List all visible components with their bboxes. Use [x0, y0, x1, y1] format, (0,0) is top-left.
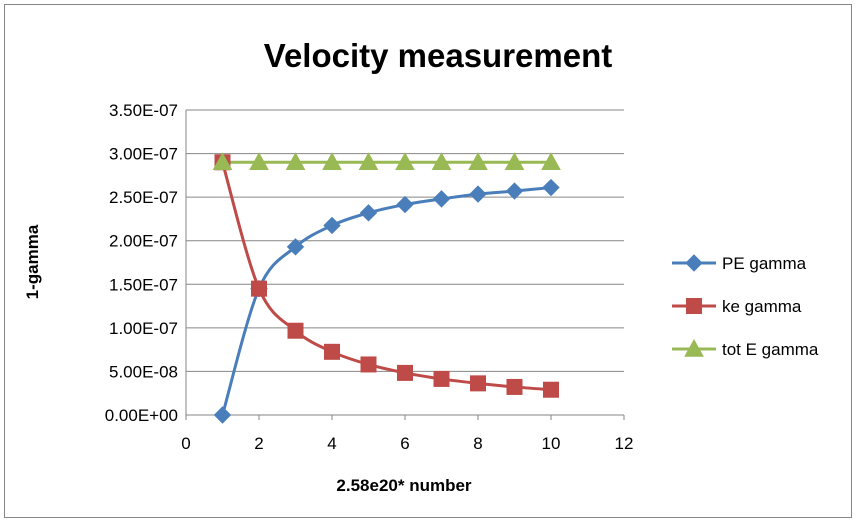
data-point-pe-gamma [396, 195, 414, 214]
data-point-tot-e-gamma [395, 152, 415, 170]
data-point-ke-gamma [470, 375, 486, 392]
x-tick-label: 6 [400, 434, 409, 453]
legend-label: ke gamma [722, 297, 802, 316]
data-point-pe-gamma [213, 406, 232, 424]
data-point-pe-gamma [505, 182, 524, 200]
x-tick-label: 4 [327, 434, 336, 453]
data-point-ke-gamma [433, 370, 450, 387]
data-point-pe-gamma [469, 185, 487, 203]
data-point-tot-e-gamma [431, 152, 452, 170]
legend-marker-ke-gamma [686, 298, 702, 314]
series-markers [212, 152, 561, 424]
data-point-ke-gamma [251, 280, 267, 297]
data-point-pe-gamma [542, 178, 560, 197]
x-tick-label: 2 [254, 434, 263, 453]
data-point-tot-e-gamma [322, 152, 342, 170]
y-tick-label: 2.00E-07 [109, 232, 178, 251]
legend-label: PE gamma [722, 254, 807, 273]
data-point-pe-gamma [286, 238, 305, 256]
data-point-tot-e-gamma [249, 152, 269, 170]
data-point-tot-e-gamma [358, 152, 379, 170]
data-point-pe-gamma [432, 190, 451, 208]
data-point-ke-gamma [324, 343, 340, 360]
chart-area [4, 4, 852, 518]
series-line-ke-gamma [221, 161, 552, 392]
x-tick-label: 10 [542, 434, 561, 453]
legend-item-tot-e-gamma: tot E gamma [672, 338, 819, 359]
legend-marker-pe-gamma [685, 254, 703, 272]
chart-title: Velocity measurement [264, 37, 613, 74]
data-point-pe-gamma [359, 204, 378, 222]
series-lines [221, 160, 552, 416]
data-point-tot-e-gamma [285, 152, 306, 170]
y-tick-label: 3.00E-07 [109, 145, 178, 164]
data-point-tot-e-gamma [504, 152, 525, 170]
axes [185, 110, 625, 420]
data-point-tot-e-gamma [468, 152, 488, 170]
y-tick-label: 1.50E-07 [109, 275, 178, 294]
y-tick-label: 2.50E-07 [109, 188, 178, 207]
x-axis-tick-labels: 0 2 4 6 8 10 12 [181, 434, 633, 453]
data-point-tot-e-gamma [541, 152, 561, 170]
data-point-ke-gamma [397, 364, 413, 381]
data-point-ke-gamma [543, 381, 559, 398]
data-point-ke-gamma [287, 322, 304, 339]
y-axis-label: 1-gamma [23, 224, 42, 299]
y-tick-label: 5.00E-08 [109, 362, 178, 381]
legend-label: tot E gamma [722, 340, 819, 359]
gridlines [186, 109, 624, 372]
x-tick-label: 0 [181, 434, 190, 453]
y-axis-tick-labels: 0.00E+00 5.00E-08 1.00E-07 1.50E-07 2.00E-07… [105, 101, 178, 425]
legend-marker-tot-e-gamma [684, 338, 704, 357]
data-point-pe-gamma [323, 216, 341, 235]
y-tick-label: 3.50E-07 [109, 101, 178, 120]
legend: PE gamma ke gamma tot E gamma [672, 254, 819, 359]
y-tick-label: 1.00E-07 [109, 319, 178, 338]
x-tick-label: 12 [615, 434, 634, 453]
data-point-ke-gamma [506, 378, 523, 395]
series-line-pe-gamma [221, 186, 552, 416]
data-point-ke-gamma [360, 356, 377, 373]
x-tick-label: 8 [473, 434, 482, 453]
y-tick-label: 0.00E+00 [105, 406, 178, 425]
legend-item-pe-gamma: PE gamma [672, 254, 807, 273]
legend-item-ke-gamma: ke gamma [672, 297, 802, 316]
x-axis-label: 2.58e20* number [336, 476, 472, 495]
data-point-tot-e-gamma [212, 152, 233, 170]
